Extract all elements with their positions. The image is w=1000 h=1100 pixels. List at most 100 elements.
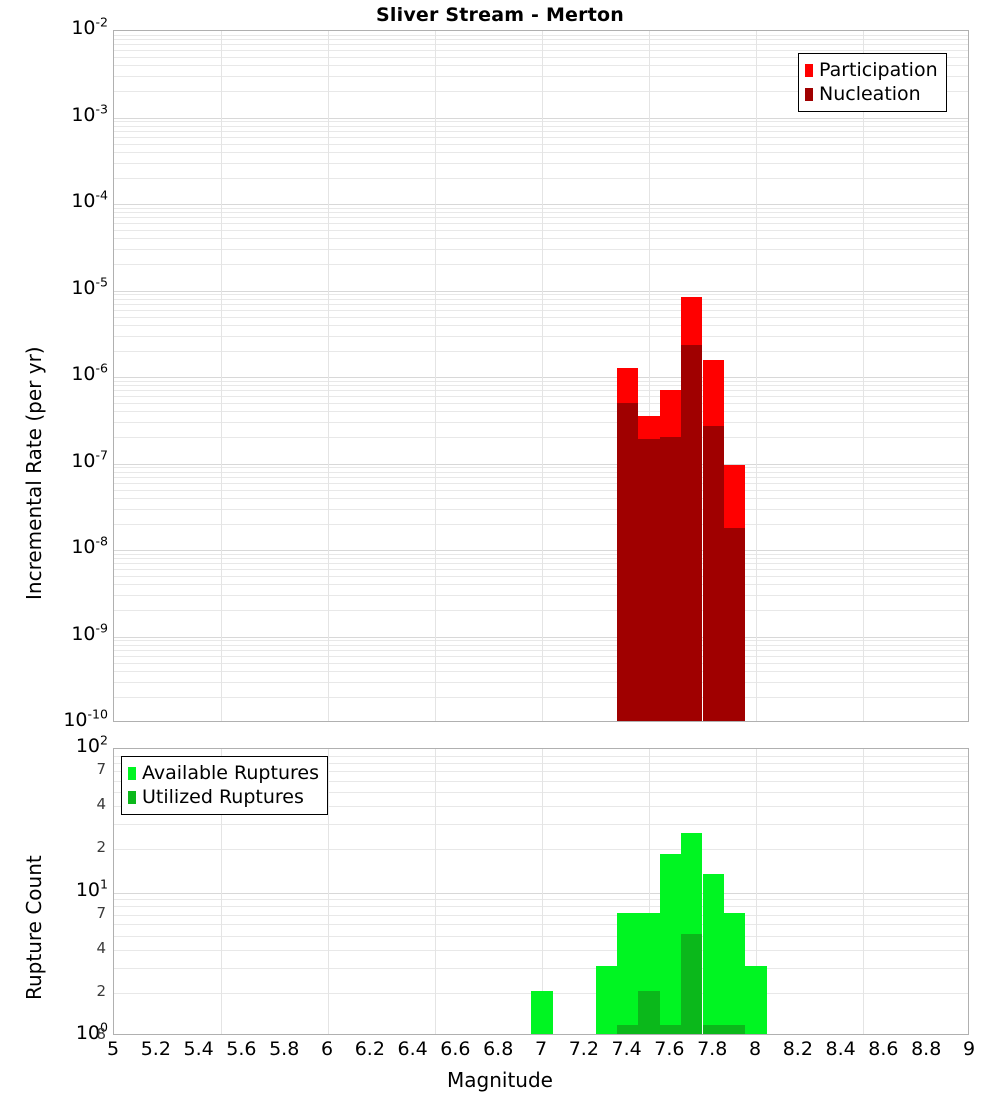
gridline <box>114 76 968 77</box>
y-minor-tick-label: 2 <box>96 981 106 1000</box>
gridline <box>114 126 968 127</box>
gridline <box>114 968 968 969</box>
bar-group <box>638 749 660 1034</box>
gridline-vertical <box>649 31 650 721</box>
gridline <box>114 304 968 305</box>
x-tick-label: 8.6 <box>868 1038 899 1060</box>
gridline <box>114 223 968 224</box>
bar-nucleation <box>702 425 724 721</box>
y-minor-tick-label: 8 <box>96 1025 106 1043</box>
legend-top-item[interactable]: Participation <box>805 58 938 82</box>
x-tick-label: 7 <box>534 1038 548 1060</box>
gridline <box>114 682 968 683</box>
bar-nucleation <box>723 528 746 721</box>
bar-nucleation <box>659 1025 682 1034</box>
x-tick-label: 5.2 <box>140 1038 171 1060</box>
legend-top-item[interactable]: Nucleation <box>805 82 938 106</box>
gridline <box>114 906 968 907</box>
gridline <box>114 325 968 326</box>
x-tick-label: 7.8 <box>697 1038 728 1060</box>
gridline <box>114 39 968 40</box>
gridline <box>114 294 968 295</box>
gridline <box>114 385 968 386</box>
y-minor-tick-label: 2 <box>96 838 106 857</box>
legend-label: Nucleation <box>819 82 921 105</box>
bar-group <box>659 31 682 721</box>
gridline <box>114 50 968 51</box>
y-minor-tick-label: 4 <box>96 795 106 814</box>
incremental-rate-plot <box>113 30 969 722</box>
gridline <box>114 663 968 664</box>
gridline <box>114 163 968 164</box>
gridline <box>114 137 968 138</box>
y-tick-label: 10-2 <box>71 14 108 39</box>
gridline <box>114 35 968 36</box>
bar-group <box>681 749 703 1034</box>
legend-swatch-icon <box>805 87 813 101</box>
y-tick-label: 10-10 <box>63 706 108 731</box>
bar-group <box>723 749 746 1034</box>
x-tick-label: 5.8 <box>269 1038 300 1060</box>
gridline <box>114 756 968 757</box>
gridline <box>114 490 968 491</box>
gridline <box>114 467 968 468</box>
gridline-vertical <box>756 31 757 721</box>
x-tick-label: 6.2 <box>354 1038 385 1060</box>
gridline <box>114 212 968 213</box>
gridline <box>114 610 968 611</box>
legend-swatch-icon <box>805 63 813 77</box>
gridline <box>114 178 968 179</box>
x-tick-label: 5.4 <box>183 1038 214 1060</box>
gridline <box>114 437 968 438</box>
bar-group <box>702 31 724 721</box>
gridline <box>114 317 968 318</box>
x-tick-label: 8.4 <box>825 1038 856 1060</box>
gridline <box>114 472 968 473</box>
gridline <box>114 498 968 499</box>
gridline <box>114 595 968 596</box>
gridline <box>114 584 968 585</box>
legend-incremental-rate: Participation Nucleation <box>798 53 947 112</box>
x-tick-label: 7.4 <box>611 1038 642 1060</box>
gridline <box>114 524 968 525</box>
legend-bottom-item[interactable]: Available Ruptures <box>128 761 319 785</box>
bar-participation <box>531 990 553 1034</box>
bar-group <box>616 31 639 721</box>
gridline <box>114 208 968 209</box>
x-tick-label: 6.8 <box>483 1038 514 1060</box>
y-tick-label: 102 <box>75 732 108 757</box>
gridline-vertical <box>221 31 222 721</box>
legend-label: Utilized Ruptures <box>142 785 304 808</box>
gridline-vertical <box>328 749 329 1034</box>
bar-participation <box>723 912 746 1034</box>
gridline-vertical <box>863 749 864 1034</box>
bar-group <box>595 749 617 1034</box>
gridline <box>114 336 968 337</box>
gridline <box>114 144 968 145</box>
bar-group <box>638 31 660 721</box>
gridline <box>114 849 968 850</box>
bar-group <box>702 749 724 1034</box>
gridline <box>114 558 968 559</box>
gridline <box>114 464 968 465</box>
legend-swatch-icon <box>128 790 136 804</box>
bar-group <box>531 749 553 1034</box>
gridline <box>114 640 968 641</box>
gridline <box>114 204 968 205</box>
legend-rupture-count: Available Ruptures Utilized Ruptures <box>121 756 328 815</box>
legend-bottom-item[interactable]: Utilized Ruptures <box>128 785 319 809</box>
x-tick-label: 7.2 <box>568 1038 599 1060</box>
bottom-y-axis-label: Rupture Count <box>22 855 46 1000</box>
gridline <box>114 57 968 58</box>
bar-group <box>574 749 595 1034</box>
y-tick-label: 10-7 <box>71 447 108 472</box>
gridline <box>114 65 968 66</box>
y-minor-tick-label: 4 <box>96 938 106 957</box>
legend-label: Participation <box>819 58 938 81</box>
bar-participation <box>702 874 724 1034</box>
gridline <box>114 264 968 265</box>
gridline <box>114 650 968 651</box>
gridline <box>114 118 968 119</box>
gridline <box>114 509 968 510</box>
